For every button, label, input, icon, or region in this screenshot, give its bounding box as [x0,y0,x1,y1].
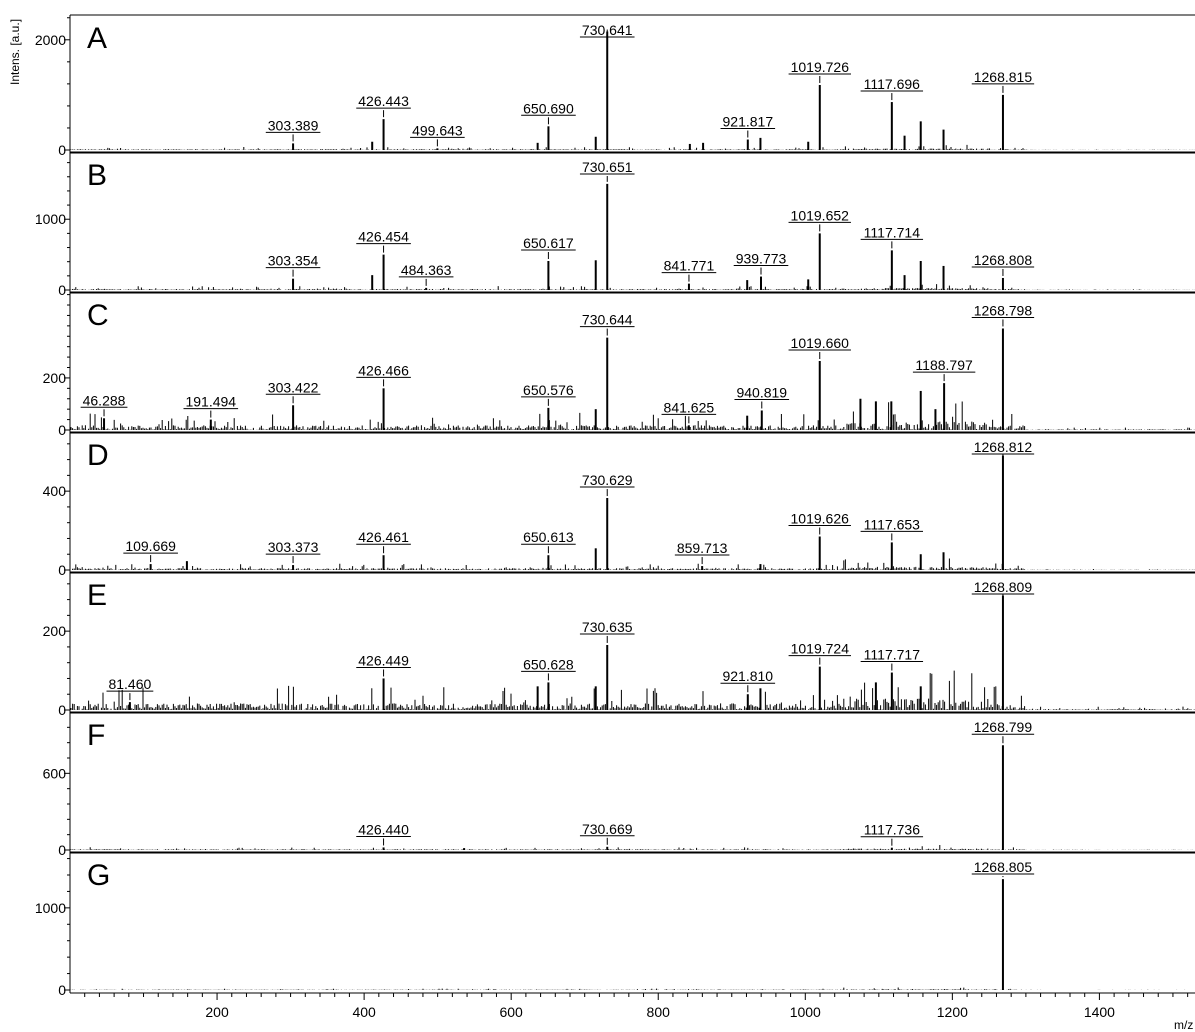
peak-label: 650.613 [523,529,574,545]
spectrum-trace [70,284,1195,290]
peak-label: 859.713 [677,540,728,556]
x-axis: 200 400 600 800 1000 1200 1400 [84,993,1189,1020]
panel-f: F 0 600 426.440 730.669 1117.736 1268.799 [43,711,1195,858]
panel-d: D 0 400 109.669 303.373 426.461 650.613 730.629… [43,431,1195,578]
panel-letter: C [87,299,109,332]
peak-label: 1019.724 [791,641,850,657]
peak-label: 1117.653 [864,516,921,532]
panel-letter: G [87,859,110,892]
spectrum-trace [70,845,1194,850]
peak-label: 841.771 [664,258,715,274]
y-axis-label: Intens. [a.u.] [8,19,22,85]
peak-label: 484.363 [401,262,452,278]
spectrum-trace [70,401,1195,430]
peak-label: 650.576 [523,382,574,398]
y-tick-label: 0 [58,142,66,158]
peak-label: 426.440 [358,821,409,837]
peak-label: 1117.714 [864,224,921,240]
peak-label: 650.690 [523,100,574,116]
x-tick-label: 400 [352,1004,376,1020]
spectrum-trace [70,987,1186,990]
x-tick-label: 1200 [937,1004,968,1020]
y-tick-label: 0 [58,982,66,998]
panel-letter: F [87,719,105,752]
peak-label: 1268.815 [974,69,1033,85]
peak-label: 1268.805 [974,859,1033,875]
x-tick-label: 800 [647,1004,671,1020]
peak-label: 1019.652 [791,207,850,223]
peak-label: 426.449 [358,652,409,668]
peak-label: 730.635 [582,619,633,635]
peak-label: 1019.626 [791,510,850,526]
peak-label: 426.443 [358,93,409,109]
peak-label: 191.494 [185,394,236,410]
y-tick-label: 600 [43,765,67,781]
peak-label: 1268.808 [974,252,1033,268]
peak-label: 730.644 [582,312,633,328]
peak-label: 303.354 [268,253,319,269]
peak-label: 46.288 [83,392,126,408]
peak-label: 1268.799 [974,719,1033,735]
y-tick-label: 1000 [35,900,66,916]
y-tick-label: 0 [58,422,66,438]
x-tick-label: 200 [205,1004,229,1020]
peak-label: 1268.812 [974,439,1033,455]
spectrum-panels: A02000303.389426.443499.643650.690730.64… [35,14,1195,998]
y-tick-label: 2000 [35,32,66,48]
peak-label: 1019.660 [791,335,850,351]
y-tick-label: 1000 [35,211,66,227]
peak-label: 921.810 [722,668,773,684]
x-tick-label: 600 [499,1004,523,1020]
peak-label: 650.617 [523,235,574,251]
peak-label: 650.628 [523,656,574,672]
y-tick-label: 0 [58,282,66,298]
spectrum-trace [70,670,1195,710]
peak-label: 426.461 [358,529,409,545]
peak-label: 1019.726 [791,59,850,75]
spectrum-trace [72,558,1195,570]
peak-label: 1268.798 [974,302,1033,318]
panel-g: G 0 1000 1268.805 [35,851,1195,998]
peak-label: 81.460 [108,676,151,692]
x-tick-label: 1400 [1084,1004,1115,1020]
peak-label: 730.651 [582,159,633,175]
y-tick-label: 200 [43,370,67,386]
panel-letter: A [87,22,107,55]
peak-label: 426.466 [358,362,409,378]
x-tick-label: 1000 [790,1004,821,1020]
panel-letter: E [87,579,107,612]
panel-e: E 0 200 81.460 426.449 650.628 730.635 921.810 1… [43,571,1195,718]
peak-label: 1117.736 [864,822,921,838]
panel-c: C 0 200 46.288 191.494 303.422 426.466 650.576 7… [43,291,1195,438]
y-tick-label: 400 [43,483,67,499]
x-axis-label: m/z [1174,1018,1193,1032]
peak-label: 1117.696 [864,76,921,92]
peak-label: 730.669 [582,821,633,837]
y-tick-label: 0 [58,842,66,858]
panel-b: B 0 1000 303.354 426.454 484.363 650.617 730.65… [35,151,1195,298]
y-tick-label: 0 [58,562,66,578]
y-tick-label: 200 [43,623,67,639]
peak-label: 921.817 [723,114,774,130]
peak-label: 499.643 [412,122,463,138]
peak-label: 1188.797 [915,357,973,373]
peak-label: 426.454 [358,229,409,245]
spectrum-trace [70,144,1195,150]
peak-label: 1268.809 [974,579,1033,595]
peak-label: 730.629 [582,472,633,488]
peak-label: 1117.717 [864,647,921,663]
peak-label: 841.625 [664,399,715,415]
peak-label: 939.773 [736,251,787,267]
peak-label: 109.669 [125,538,176,554]
peak-label: 940.819 [736,384,787,400]
y-tick-label: 0 [58,702,66,718]
panel-letter: B [87,159,107,192]
panel-letter: D [87,439,109,472]
peak-label: 303.422 [268,379,319,395]
peak-label: 303.373 [268,539,319,555]
peak-label: 303.389 [268,117,319,133]
peak-label: 730.641 [582,22,633,38]
